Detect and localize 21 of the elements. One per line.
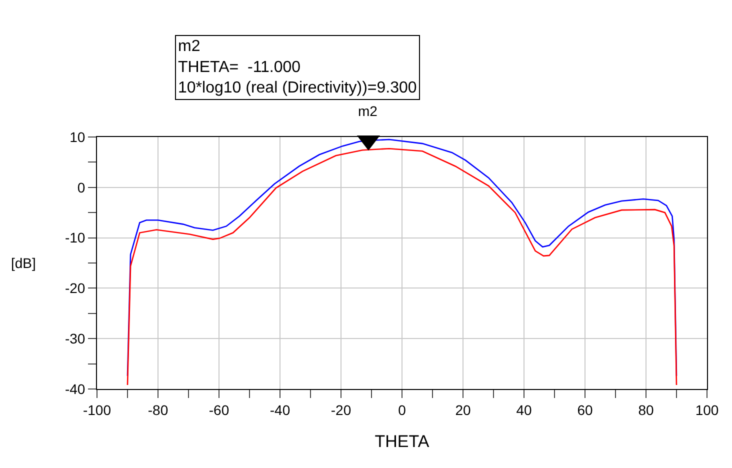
y-axis-title: [dB]: [11, 255, 36, 271]
x-tick-label: -20: [330, 402, 352, 418]
x-tick-label: 0: [398, 402, 406, 418]
y-tick-label: 10: [70, 128, 86, 145]
x-tick-label: 80: [638, 402, 654, 418]
x-tick-label: 20: [455, 402, 471, 418]
x-tick-label: -100: [82, 402, 112, 418]
y-tick-label: -20: [64, 280, 86, 296]
text: m2 THETA= -11.000 10*log10 (real (Directivity))=9.300: [178, 38, 417, 97]
y-tick-label: -30: [64, 330, 86, 346]
x-tick-label: -60: [208, 402, 230, 418]
y-tick-label: -40: [64, 380, 86, 397]
y-tick-label: 0: [77, 179, 86, 196]
x-tick-label: -80: [148, 402, 168, 418]
annotation: m2: [358, 103, 378, 119]
x-axis-title: THETA: [374, 432, 430, 452]
x-tick-label: -40: [270, 402, 290, 418]
x-tick-label: 40: [516, 402, 532, 418]
y-tick-label: -10: [64, 230, 86, 246]
x-tick-label: 100: [695, 402, 719, 418]
x-tick-label: 60: [577, 402, 593, 418]
